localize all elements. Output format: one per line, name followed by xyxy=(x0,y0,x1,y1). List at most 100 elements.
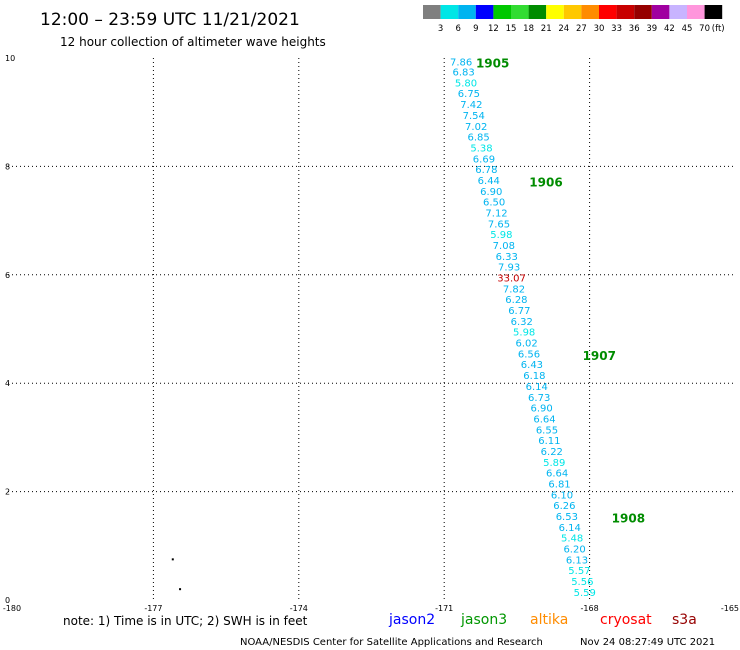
wave-height-label: 6.81 xyxy=(548,479,570,490)
color-swatch xyxy=(581,5,599,19)
wave-height-label: 5.38 xyxy=(470,143,492,154)
wave-height-label: 6.13 xyxy=(566,555,588,566)
wave-height-label: 6.56 xyxy=(518,349,540,360)
credit-line: NOAA/NESDIS Center for Satellite Applica… xyxy=(240,637,543,648)
wave-height-label: 5.98 xyxy=(490,230,512,241)
page-subtitle: 12 hour collection of altimeter wave hei… xyxy=(60,35,326,49)
satellite-legend: jason2 jason3 altika cryosat s3a xyxy=(388,612,697,628)
y-tick-label: 0 xyxy=(5,596,10,605)
wave-height-label: 6.14 xyxy=(559,523,581,534)
color-scale-label: 27 xyxy=(576,24,587,34)
y-tick-label: 4 xyxy=(5,379,10,388)
color-swatch xyxy=(669,5,687,19)
page-title: 12:00 – 23:59 UTC 11/21/2021 xyxy=(40,10,300,30)
wave-height-label: 7.86 xyxy=(450,57,472,68)
wave-height-label: 33.07 xyxy=(497,274,526,285)
color-scale-unit: (ft) xyxy=(712,24,725,34)
wave-height-label: 7.42 xyxy=(460,100,482,111)
wave-height-label: 6.90 xyxy=(530,404,552,415)
wave-height-label: 5.48 xyxy=(561,534,583,545)
x-tick-label: -171 xyxy=(435,604,453,613)
color-scale-label: 12 xyxy=(488,24,499,34)
color-swatch xyxy=(599,5,617,19)
satellite-jason3: jason3 xyxy=(460,612,507,628)
color-scale-label: 70 xyxy=(699,24,710,34)
wave-height-label: 6.90 xyxy=(480,187,502,198)
color-swatch xyxy=(616,5,635,19)
wave-height-label: 6.32 xyxy=(511,317,533,328)
color-swatch xyxy=(493,5,511,19)
color-scale-label: 15 xyxy=(506,24,517,34)
y-tick-label: 10 xyxy=(5,54,15,63)
wave-height-label: 6.43 xyxy=(521,360,543,371)
wave-height-label: 5.59 xyxy=(574,588,596,599)
color-scale-label: 36 xyxy=(629,24,640,34)
wave-height-label: 6.55 xyxy=(536,425,558,436)
wave-height-label: 6.18 xyxy=(523,371,545,382)
satellite-cryosat: cryosat xyxy=(600,612,652,628)
wave-height-label: 6.14 xyxy=(526,382,548,393)
color-swatch xyxy=(563,5,582,19)
color-scale-label: 24 xyxy=(558,24,569,34)
wave-height-label: 6.75 xyxy=(458,89,480,100)
color-scale-label: 3 xyxy=(438,24,443,34)
wave-height-label: 6.20 xyxy=(563,545,585,556)
wave-height-label: 7.08 xyxy=(493,241,515,252)
axis-tick-labels: -180 -177 -174 -171 -168 -165 0 2 4 6 8 10 xyxy=(3,54,739,613)
color-scale-label: 42 xyxy=(664,24,675,34)
x-tick-label: -177 xyxy=(144,604,162,613)
color-scale-label: 9 xyxy=(473,24,478,34)
wave-height-points: 7.866.835.806.757.427.547.026.855.386.69… xyxy=(171,56,645,599)
wave-height-label: 6.50 xyxy=(483,198,505,209)
wave-height-label: 5.56 xyxy=(571,577,593,588)
wave-height-label: 7.82 xyxy=(503,284,525,295)
wave-height-label: 6.11 xyxy=(538,436,560,447)
color-swatch xyxy=(704,5,723,19)
y-tick-label: 6 xyxy=(5,271,10,280)
color-scale-label: 33 xyxy=(611,24,622,34)
x-tick-label: -168 xyxy=(581,604,599,613)
y-tick-label: 2 xyxy=(5,488,10,497)
pass-time-label: 1907 xyxy=(583,349,616,363)
wave-height-label: 7.54 xyxy=(463,111,485,122)
footer-note: note: 1) Time is in UTC; 2) SWH is in fe… xyxy=(63,614,308,628)
pass-time-label: 1905 xyxy=(476,56,509,70)
color-swatch xyxy=(423,5,441,19)
wave-height-label: 6.64 xyxy=(533,414,555,425)
color-swatch xyxy=(440,5,459,19)
color-swatch xyxy=(511,5,529,19)
color-scale-label: 30 xyxy=(594,24,605,34)
wave-height-label: 6.02 xyxy=(515,339,537,350)
data-dot xyxy=(171,558,174,561)
color-swatch xyxy=(651,5,670,19)
color-scale-label: 39 xyxy=(646,24,657,34)
timestamp: Nov 24 08:27:49 UTC 2021 xyxy=(580,637,715,648)
wave-height-label: 6.69 xyxy=(473,154,495,165)
wave-height-label: 6.85 xyxy=(467,133,489,144)
wave-height-label: 6.53 xyxy=(556,512,578,523)
color-scale-label: 6 xyxy=(455,24,460,34)
wave-height-label: 6.78 xyxy=(475,165,497,176)
x-tick-label: -174 xyxy=(290,604,308,613)
y-tick-label: 8 xyxy=(5,162,10,171)
wave-height-label: 6.10 xyxy=(551,490,573,501)
wave-height-label: 6.22 xyxy=(541,447,563,458)
satellite-jason2: jason2 xyxy=(388,612,435,628)
wave-height-label: 5.57 xyxy=(568,566,590,577)
x-tick-label: -180 xyxy=(3,604,21,613)
wave-height-label: 7.12 xyxy=(485,208,507,219)
color-swatch xyxy=(546,5,564,19)
wave-height-label: 6.26 xyxy=(553,501,575,512)
wave-height-label: 6.83 xyxy=(452,68,474,79)
wave-height-label: 7.02 xyxy=(465,122,487,133)
color-scale-label: 45 xyxy=(682,24,693,34)
wave-height-label: 5.80 xyxy=(455,78,477,89)
pass-time-label: 1908 xyxy=(612,512,645,526)
color-scale-label: 18 xyxy=(523,24,534,34)
wave-height-label: 7.93 xyxy=(498,263,520,274)
wave-height-label: 5.89 xyxy=(543,458,565,469)
satellite-altika: altika xyxy=(530,612,568,628)
data-dot xyxy=(179,588,182,591)
wave-height-label: 6.77 xyxy=(508,306,530,317)
